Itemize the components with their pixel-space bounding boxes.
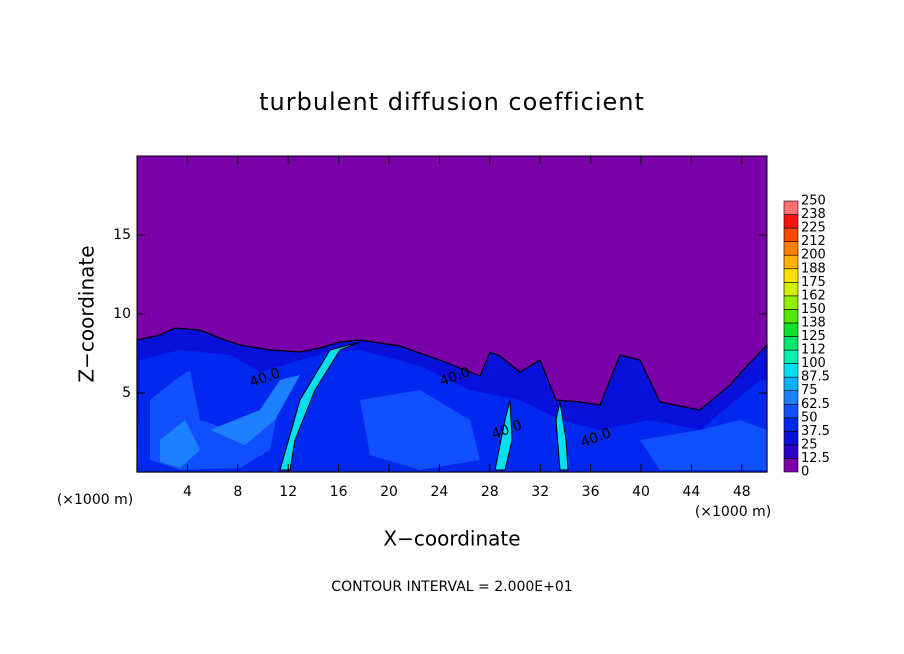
colorbar-swatch (783, 390, 799, 405)
colorbar-label: 25 (801, 437, 818, 452)
colorbar-label: 112 (801, 343, 826, 358)
colorbar-label: 87.5 (801, 370, 830, 385)
colorbar-swatch (783, 295, 799, 310)
colorbar-label: 225 (801, 221, 826, 236)
colorbar-label: 138 (801, 315, 826, 330)
colorbar-swatch (783, 241, 799, 256)
colorbar-label: 250 (801, 194, 826, 209)
y-tick-label: 15 (113, 227, 131, 243)
colorbar-label: 188 (801, 261, 826, 276)
colorbar-swatch (783, 376, 799, 391)
colorbar-label: 175 (801, 275, 826, 290)
y-tick-label: 10 (113, 306, 131, 322)
x-tick-label: 16 (330, 484, 348, 500)
colorbar-swatch (783, 322, 799, 337)
colorbar-swatch (783, 417, 799, 432)
colorbar-swatch (783, 363, 799, 378)
colorbar-swatch (783, 458, 799, 473)
colorbar-label: 212 (801, 234, 826, 249)
colorbar-label: 238 (801, 207, 826, 222)
colorbar-label: 150 (801, 302, 826, 317)
x-tick-label: 28 (481, 484, 499, 500)
x-unit: (×1000 m) (695, 504, 771, 520)
colorbar-label: 50 (801, 410, 818, 425)
field-region (160, 375, 300, 468)
colorbar-swatch (783, 268, 799, 283)
colorbar-swatch (783, 431, 799, 446)
field-region (150, 370, 767, 470)
y-axis-label: Z−coordinate (75, 245, 99, 382)
colorbar-label: 100 (801, 356, 826, 371)
colorbar-swatch (783, 349, 799, 364)
y-unit: (×1000 m) (57, 492, 133, 508)
colorbar-label: 75 (801, 383, 818, 398)
x-tick-label: 20 (380, 484, 398, 500)
colorbar-swatch (783, 444, 799, 459)
colorbar-swatch (783, 214, 799, 229)
colorbar-label: 0 (801, 465, 809, 480)
colorbar-label: 62.5 (801, 397, 830, 412)
x-tick-label: 32 (531, 484, 549, 500)
colorbar-swatch (783, 281, 799, 297)
x-axis-label: X−coordinate (383, 527, 520, 551)
colorbar-swatch (783, 227, 799, 242)
x-tick-label: 12 (279, 484, 297, 500)
colorbar-label: 125 (801, 329, 826, 344)
x-tick-label: 24 (430, 484, 448, 500)
colorbar-swatch (783, 309, 799, 324)
colorbar-label: 162 (801, 288, 826, 303)
chart-title: turbulent diffusion coefficient (259, 88, 645, 116)
colorbar-label: 200 (801, 248, 826, 263)
colorbar-label: 37.5 (801, 424, 830, 439)
contour-interval: CONTOUR INTERVAL = 2.000E+01 (331, 579, 572, 595)
x-tick-label: 44 (682, 484, 700, 500)
x-tick-label: 40 (632, 484, 650, 500)
x-tick-label: 8 (233, 484, 242, 500)
field-region (279, 341, 569, 471)
x-tick-label: 36 (582, 484, 600, 500)
colorbar-label: 12.5 (801, 451, 830, 466)
x-tick-label: 48 (733, 484, 751, 500)
colorbar-swatch (783, 336, 799, 351)
colorbar-swatch (783, 403, 799, 419)
colorbar-swatch (783, 200, 799, 215)
x-tick-label: 4 (183, 484, 192, 500)
y-tick-label: 5 (122, 385, 131, 401)
colorbar-swatch (783, 254, 799, 270)
